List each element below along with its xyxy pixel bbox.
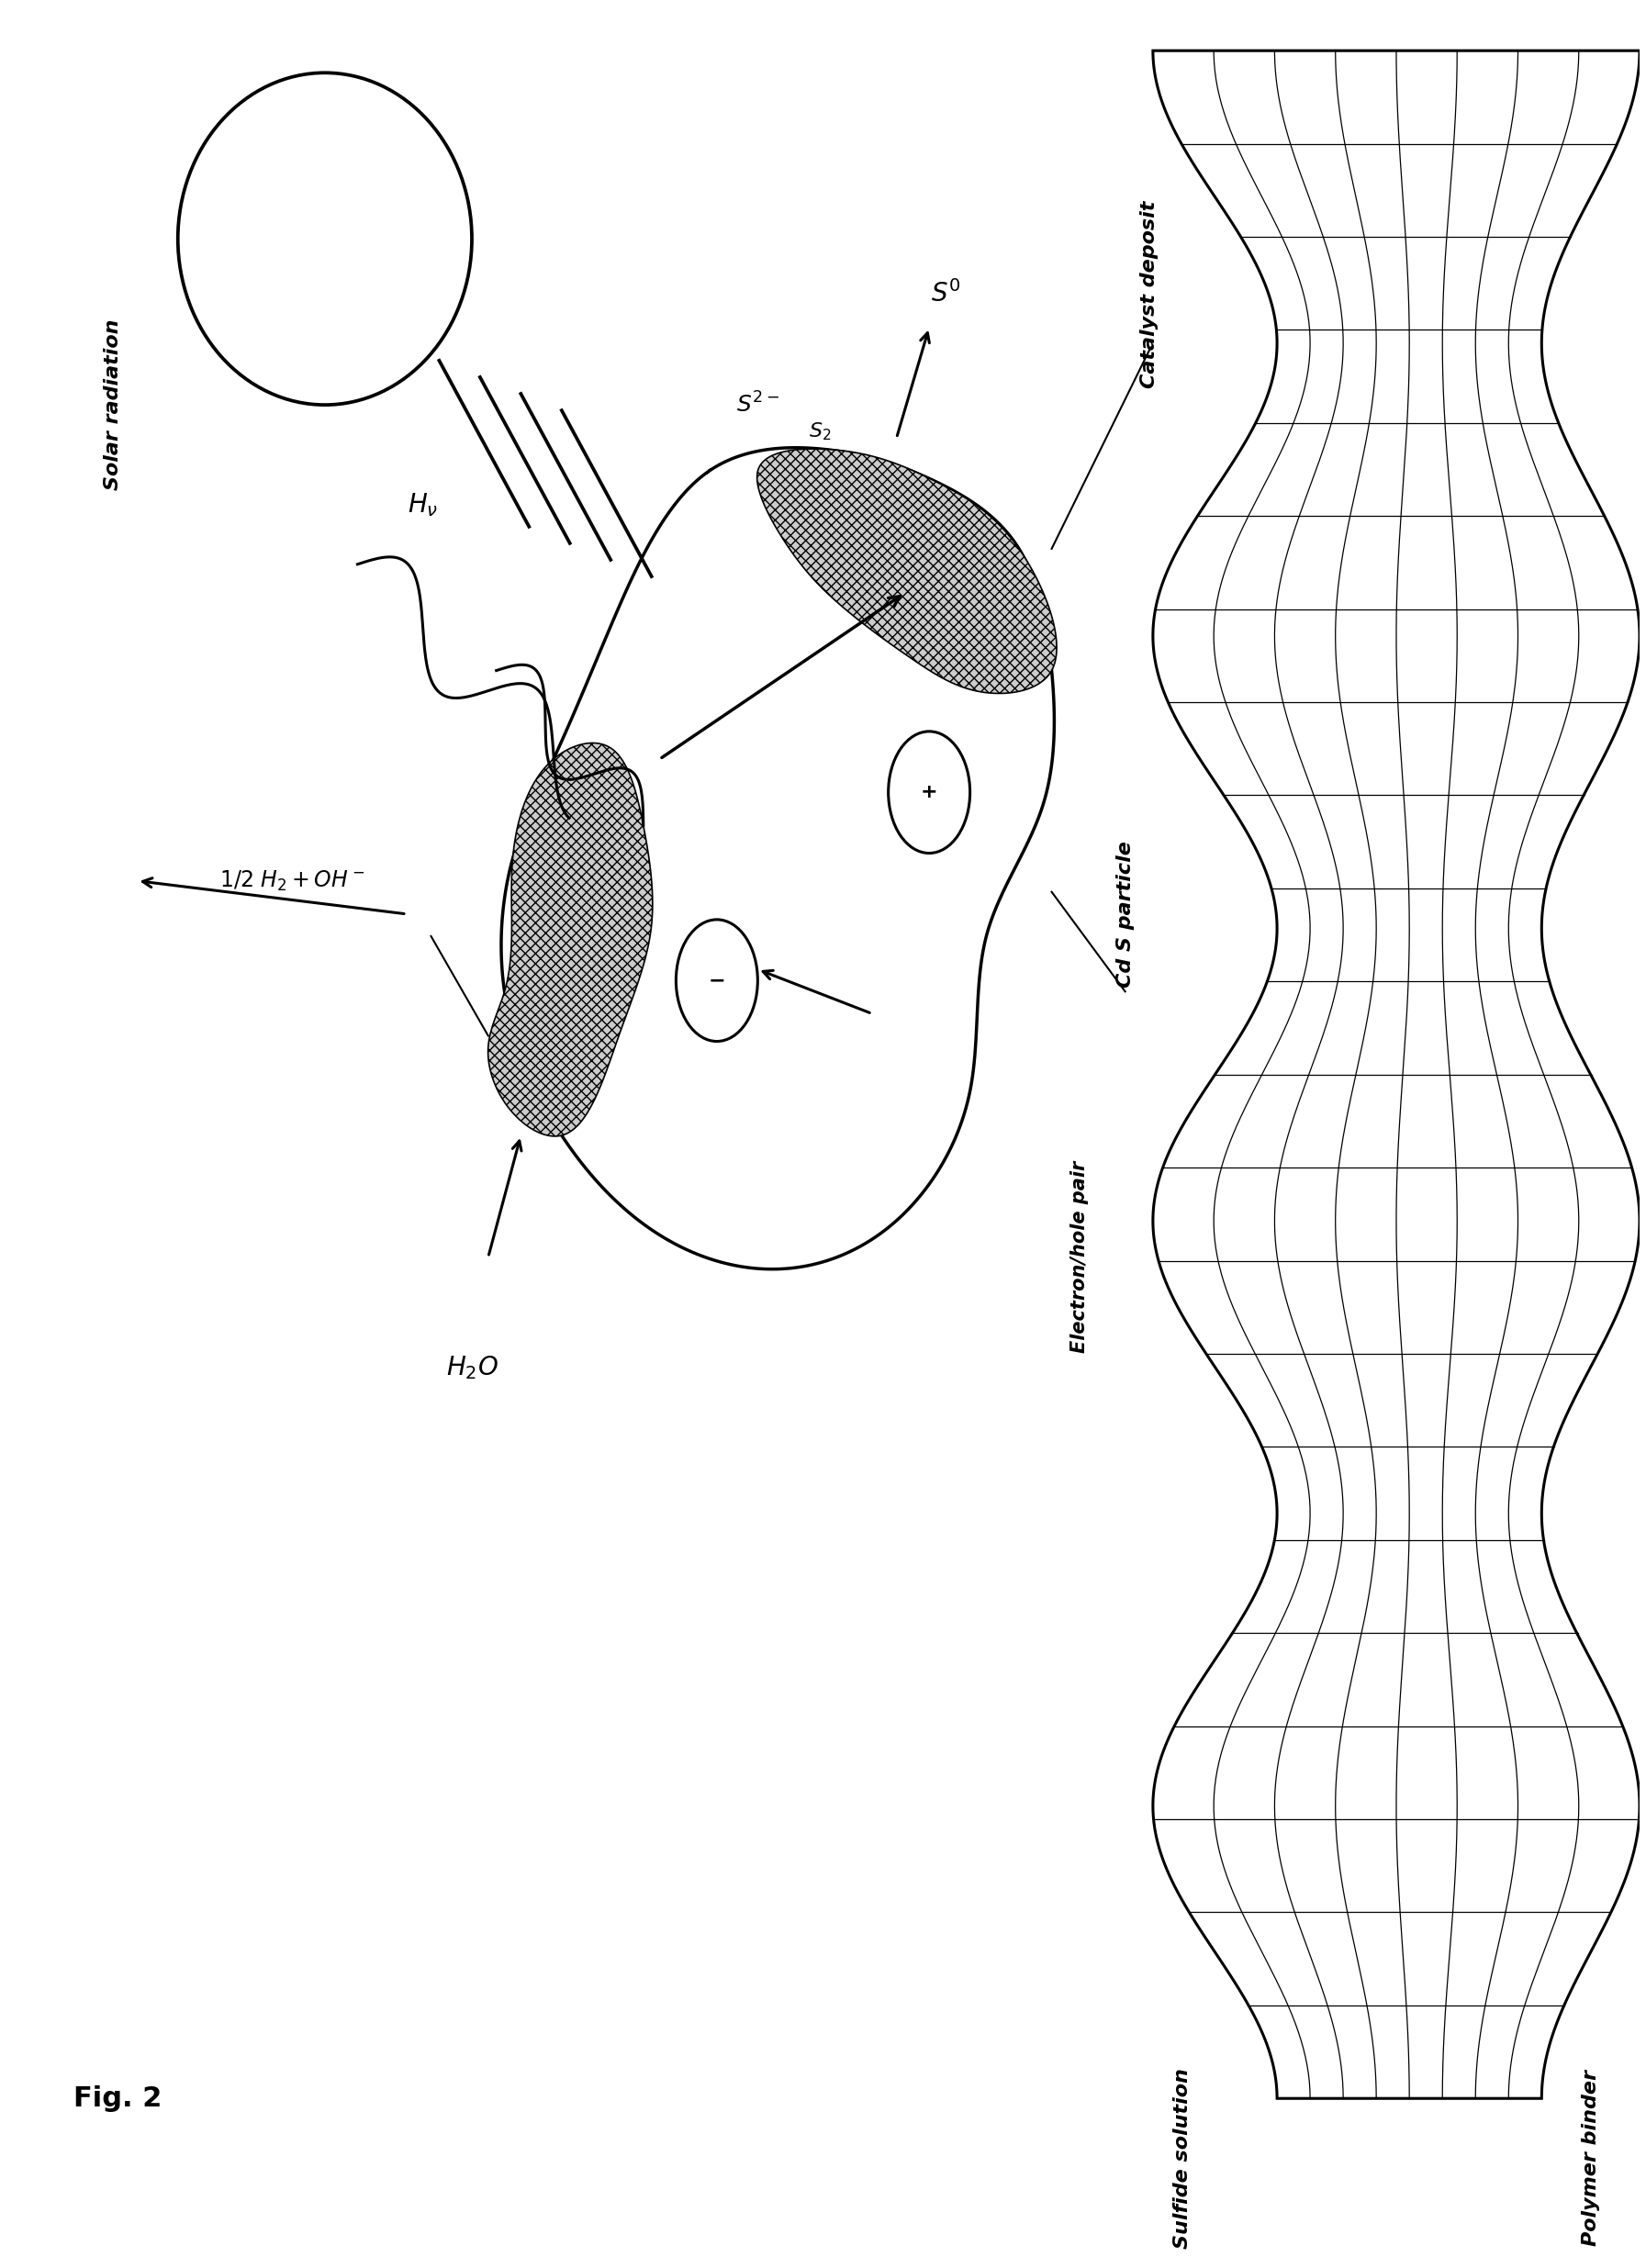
Text: $S^{2-}$: $S^{2-}$ <box>736 392 779 417</box>
Text: Electron/hole pair: Electron/hole pair <box>1070 1161 1088 1354</box>
Text: Polymer binder: Polymer binder <box>1582 2071 1600 2245</box>
Polygon shape <box>1152 50 1639 2098</box>
Text: Catalyst deposit: Catalyst deposit <box>1141 200 1159 388</box>
Ellipse shape <box>889 730 969 853</box>
Polygon shape <box>502 447 1053 1270</box>
Text: $H_{\nu}$: $H_{\nu}$ <box>408 490 438 517</box>
Polygon shape <box>757 449 1057 694</box>
Text: −: − <box>708 971 726 989</box>
Text: +: + <box>920 782 938 801</box>
Text: Cd S particle: Cd S particle <box>1116 841 1134 987</box>
Text: Solar radiation: Solar radiation <box>104 320 122 490</box>
Text: $S^0$: $S^0$ <box>930 281 961 308</box>
Ellipse shape <box>677 919 757 1041</box>
Text: Fig. 2: Fig. 2 <box>72 2084 161 2112</box>
Text: $S_2$: $S_2$ <box>808 420 831 442</box>
Polygon shape <box>487 744 652 1136</box>
Text: $H_2O$: $H_2O$ <box>446 1354 497 1381</box>
Text: Sulfide solution: Sulfide solution <box>1174 2068 1192 2248</box>
Text: $1/2\ H_2 + OH^-$: $1/2\ H_2 + OH^-$ <box>219 869 365 894</box>
